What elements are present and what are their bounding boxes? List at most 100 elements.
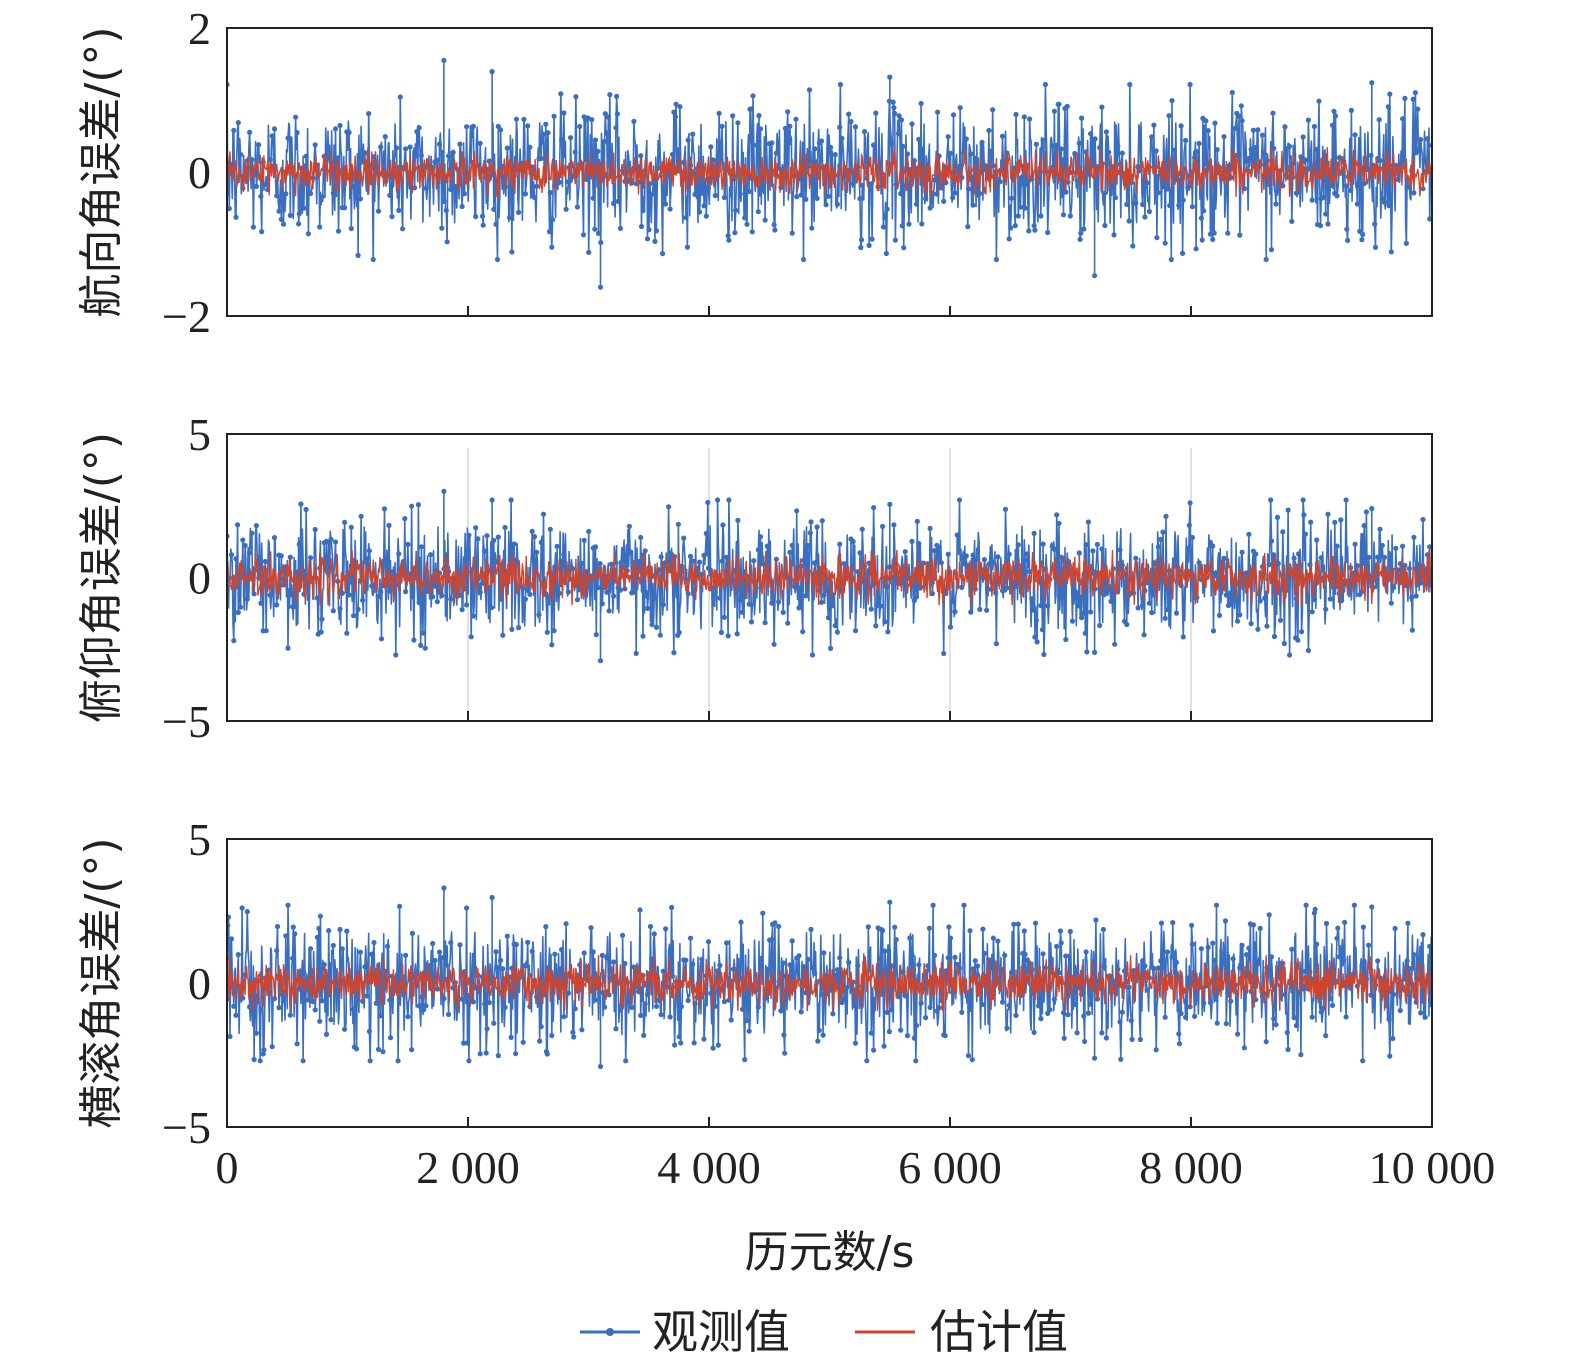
series-point-bottom-0 bbox=[1137, 1036, 1143, 1043]
series-point-bottom-0 bbox=[757, 956, 764, 962]
series-point-middle-0 bbox=[959, 584, 965, 591]
series-point-bottom-0 bbox=[1198, 946, 1204, 952]
series-point-middle-0 bbox=[1006, 551, 1012, 557]
series-point-bottom-0 bbox=[1011, 921, 1017, 927]
series-point-bottom-0 bbox=[590, 949, 596, 955]
series-point-bottom-0 bbox=[613, 1026, 619, 1032]
series-point-bottom-0 bbox=[274, 923, 281, 930]
series-point-top-0 bbox=[746, 188, 752, 195]
series-point-top-0 bbox=[1403, 240, 1409, 246]
series-point-top-0 bbox=[423, 185, 429, 191]
series-point-middle-0 bbox=[545, 594, 551, 600]
series-point-bottom-0 bbox=[344, 928, 350, 934]
series-point-middle-0 bbox=[841, 561, 847, 567]
series-point-bottom-0 bbox=[371, 939, 377, 946]
series-point-middle-0 bbox=[1318, 555, 1324, 561]
series-point-top-0 bbox=[716, 110, 722, 116]
series-point-middle-0 bbox=[1039, 627, 1045, 633]
series-point-bottom-0 bbox=[260, 1051, 266, 1057]
series-point-middle-0 bbox=[1187, 500, 1193, 506]
series-point-bottom-0 bbox=[830, 1011, 836, 1017]
series-point-top-0 bbox=[681, 159, 687, 165]
series-point-bottom-0 bbox=[1291, 1015, 1297, 1021]
series-point-top-0 bbox=[353, 191, 359, 198]
series-point-bottom-0 bbox=[1031, 1029, 1037, 1035]
series-point-top-0 bbox=[580, 232, 587, 238]
series-point-middle-0 bbox=[1301, 512, 1307, 518]
series-point-bottom-0 bbox=[715, 968, 721, 974]
series-point-middle-0 bbox=[520, 585, 526, 591]
series-point-top-0 bbox=[1067, 213, 1073, 219]
series-point-middle-0 bbox=[296, 541, 302, 548]
series-point-middle-0 bbox=[1363, 509, 1369, 515]
series-point-middle-0 bbox=[581, 537, 587, 543]
series-point-top-0 bbox=[1270, 110, 1276, 116]
series-point-top-0 bbox=[812, 146, 818, 152]
legend-label-estimated: 估计值 bbox=[930, 1305, 1068, 1359]
series-point-middle-0 bbox=[1216, 612, 1223, 619]
series-point-top-0 bbox=[690, 131, 696, 137]
series-line-bottom-1 bbox=[227, 955, 1432, 1011]
series-point-bottom-0 bbox=[1169, 954, 1175, 960]
series-point-top-0 bbox=[1203, 118, 1209, 124]
series-middle-1 bbox=[227, 549, 1432, 606]
series-point-bottom-0 bbox=[1002, 952, 1008, 959]
series-point-middle-0 bbox=[690, 558, 696, 564]
series-point-top-0 bbox=[1097, 145, 1103, 151]
series-point-top-0 bbox=[362, 150, 368, 156]
series-point-top-0 bbox=[1187, 81, 1193, 88]
series-point-top-0 bbox=[477, 140, 483, 146]
series-point-middle-0 bbox=[1094, 541, 1100, 548]
series-point-bottom-0 bbox=[819, 991, 825, 998]
series-point-bottom-0 bbox=[1285, 1046, 1291, 1053]
series-point-bottom-0 bbox=[1033, 920, 1039, 926]
series-point-top-0 bbox=[452, 184, 458, 190]
series-point-bottom-0 bbox=[1040, 951, 1046, 957]
series-point-bottom-0 bbox=[1100, 926, 1106, 933]
series-point-top-0 bbox=[1140, 201, 1146, 208]
series-point-bottom-0 bbox=[1119, 1009, 1125, 1015]
series-point-top-0 bbox=[859, 182, 865, 188]
series-point-bottom-0 bbox=[409, 1047, 415, 1053]
series-point-top-0 bbox=[785, 109, 791, 115]
series-point-middle-0 bbox=[1149, 610, 1155, 616]
y-tick-label-bottom-1: 0 bbox=[188, 958, 211, 1009]
legend-marker-observed bbox=[606, 1328, 614, 1336]
series-point-bottom-0 bbox=[1387, 1053, 1393, 1059]
series-point-middle-0 bbox=[303, 506, 309, 513]
series-point-bottom-0 bbox=[538, 1024, 544, 1030]
series-point-top-0 bbox=[1022, 205, 1028, 211]
series-point-middle-0 bbox=[1400, 543, 1406, 549]
series-point-top-0 bbox=[1021, 114, 1027, 120]
series-point-bottom-0 bbox=[1284, 1030, 1290, 1036]
series-point-top-0 bbox=[247, 129, 253, 135]
series-point-middle-0 bbox=[913, 594, 920, 600]
series-point-bottom-0 bbox=[1183, 1014, 1189, 1020]
series-point-middle-0 bbox=[513, 557, 520, 563]
series-point-top-0 bbox=[1211, 230, 1217, 236]
series-point-bottom-0 bbox=[448, 940, 454, 946]
series-point-bottom-0 bbox=[1158, 920, 1165, 926]
series-point-top-0 bbox=[750, 93, 756, 99]
series-point-middle-0 bbox=[1369, 506, 1375, 512]
series-point-top-0 bbox=[332, 126, 339, 132]
series-point-bottom-0 bbox=[961, 902, 967, 908]
series-point-middle-0 bbox=[1097, 622, 1103, 629]
series-point-top-0 bbox=[1229, 89, 1235, 96]
series-point-middle-0 bbox=[253, 523, 259, 529]
series-point-middle-0 bbox=[409, 503, 415, 509]
series-point-bottom-0 bbox=[871, 1047, 877, 1053]
series-point-top-0 bbox=[1232, 125, 1238, 131]
series-point-middle-0 bbox=[1051, 546, 1057, 552]
series-point-top-0 bbox=[970, 202, 976, 208]
series-point-middle-0 bbox=[1032, 634, 1038, 640]
series-point-bottom-0 bbox=[602, 1004, 608, 1010]
series-point-top-0 bbox=[755, 209, 761, 215]
series-point-top-0 bbox=[1026, 228, 1032, 234]
series-point-bottom-0 bbox=[592, 997, 599, 1003]
series-point-bottom-0 bbox=[1189, 941, 1195, 947]
series-point-middle-0 bbox=[1074, 590, 1080, 596]
series-point-middle-0 bbox=[808, 519, 814, 525]
series-point-top-0 bbox=[906, 221, 912, 227]
series-point-middle-0 bbox=[660, 602, 666, 608]
